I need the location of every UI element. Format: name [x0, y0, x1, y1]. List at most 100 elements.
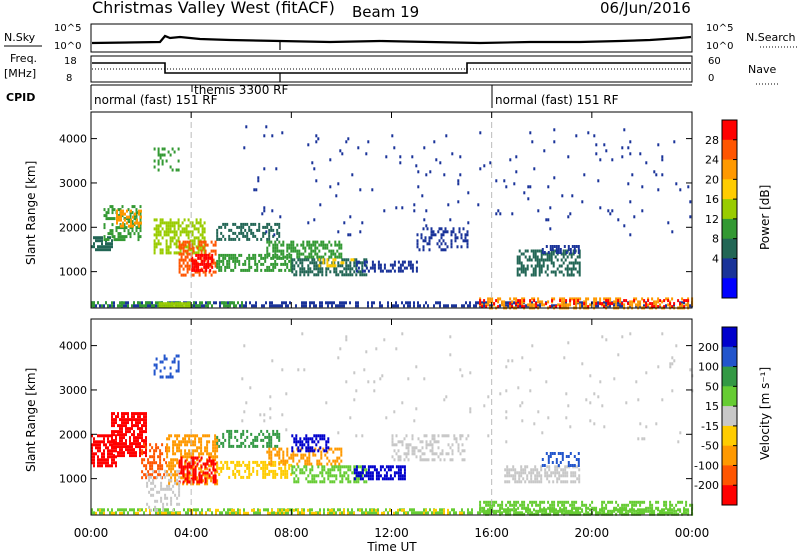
power-cell	[246, 222, 249, 226]
velocity-cell	[241, 377, 244, 381]
velocity-cell	[206, 459, 209, 463]
power-cell	[122, 209, 124, 213]
velocity-cell	[237, 511, 239, 515]
velocity-cell	[343, 474, 346, 478]
velocity-cell	[343, 465, 346, 469]
power-cell	[501, 303, 504, 307]
power-cell	[516, 255, 519, 259]
velocity-cell	[557, 509, 560, 513]
velocity-cell	[266, 444, 269, 448]
x-tick-label: 04:00	[174, 526, 209, 540]
power-cell	[264, 253, 267, 257]
velocity-cell	[566, 480, 569, 484]
velocity-cell	[663, 508, 665, 512]
velocity-cell	[541, 512, 544, 516]
power-cell	[99, 236, 101, 240]
velocity-cell	[565, 416, 568, 420]
velocity-cell	[123, 436, 125, 440]
velocity-cell	[401, 332, 404, 336]
power-cell	[325, 267, 328, 271]
power-cell	[562, 261, 565, 265]
velocity-cell	[306, 462, 309, 466]
velocity-cell	[196, 458, 199, 462]
power-cell	[280, 256, 283, 260]
power-cell	[120, 209, 122, 213]
power-cell	[254, 259, 257, 263]
velocity-cell	[321, 480, 324, 484]
power-cell	[515, 304, 517, 308]
power-cell	[197, 262, 200, 266]
power-cell	[393, 304, 395, 308]
power-cell	[310, 249, 313, 253]
velocity-cell	[554, 468, 557, 472]
velocity-cell	[250, 441, 253, 445]
power-cell	[305, 258, 308, 262]
velocity-cell	[107, 440, 109, 444]
velocity-cell	[145, 446, 148, 450]
velocity-cell	[206, 479, 209, 483]
velocity-cell	[292, 456, 295, 460]
velocity-cell	[176, 482, 179, 486]
velocity-cell	[220, 469, 223, 473]
power-cell	[186, 270, 189, 274]
power-cell	[117, 304, 119, 308]
velocity-cell	[383, 511, 385, 515]
power-cell	[140, 215, 142, 219]
velocity-cell	[196, 476, 199, 480]
velocity-cell	[305, 437, 308, 441]
velocity-cell	[459, 434, 462, 438]
power-cell	[253, 188, 256, 192]
power-cell	[232, 259, 235, 263]
velocity-cell	[389, 474, 392, 478]
power-cell	[516, 258, 519, 262]
velocity-cell	[194, 461, 197, 465]
power-cell	[538, 270, 541, 274]
power-cell	[308, 243, 311, 247]
velocity-cell	[103, 434, 105, 438]
power-cell	[679, 188, 682, 192]
velocity-cell	[557, 503, 560, 507]
power-cell	[310, 246, 313, 250]
velocity-cell	[399, 471, 402, 475]
velocity-cell	[349, 468, 352, 472]
power-cell	[577, 248, 580, 251]
velocity-cell	[292, 459, 295, 463]
velocity-cell	[137, 436, 139, 440]
velocity-cell	[667, 512, 670, 516]
velocity-cell	[521, 503, 524, 507]
power-cell	[316, 246, 319, 250]
velocity-cell	[206, 434, 209, 438]
velocity-cell	[427, 458, 430, 462]
power-cell	[320, 243, 323, 247]
power-cell	[651, 302, 654, 306]
velocity-cell	[295, 443, 298, 447]
velocity-cell	[561, 500, 564, 504]
velocity-cell	[431, 434, 434, 438]
power-cell	[207, 301, 209, 305]
velocity-cell	[180, 440, 183, 444]
power-cell	[593, 300, 596, 304]
velocity-cell	[413, 419, 416, 423]
velocity-cell	[127, 412, 129, 416]
velocity-cell	[155, 363, 158, 367]
velocity-cell	[355, 477, 358, 481]
power-cell	[314, 249, 317, 253]
velocity-cell	[248, 460, 251, 464]
power-cell	[349, 215, 352, 219]
velocity-cell	[256, 463, 259, 467]
velocity-cell	[277, 511, 279, 515]
power-data-cells	[91, 112, 694, 310]
power-cell	[653, 170, 656, 174]
velocity-cell	[119, 430, 121, 434]
velocity-cell	[347, 465, 350, 469]
power-cell	[361, 269, 364, 273]
velocity-cell	[272, 460, 275, 464]
power-cell	[208, 270, 211, 274]
velocity-cell	[334, 447, 337, 451]
power-cell	[181, 227, 184, 231]
power-cell	[165, 248, 168, 252]
power-cell	[575, 303, 578, 307]
power-cell	[332, 258, 335, 262]
power-cell	[403, 304, 405, 308]
velocity-cell	[171, 360, 174, 364]
